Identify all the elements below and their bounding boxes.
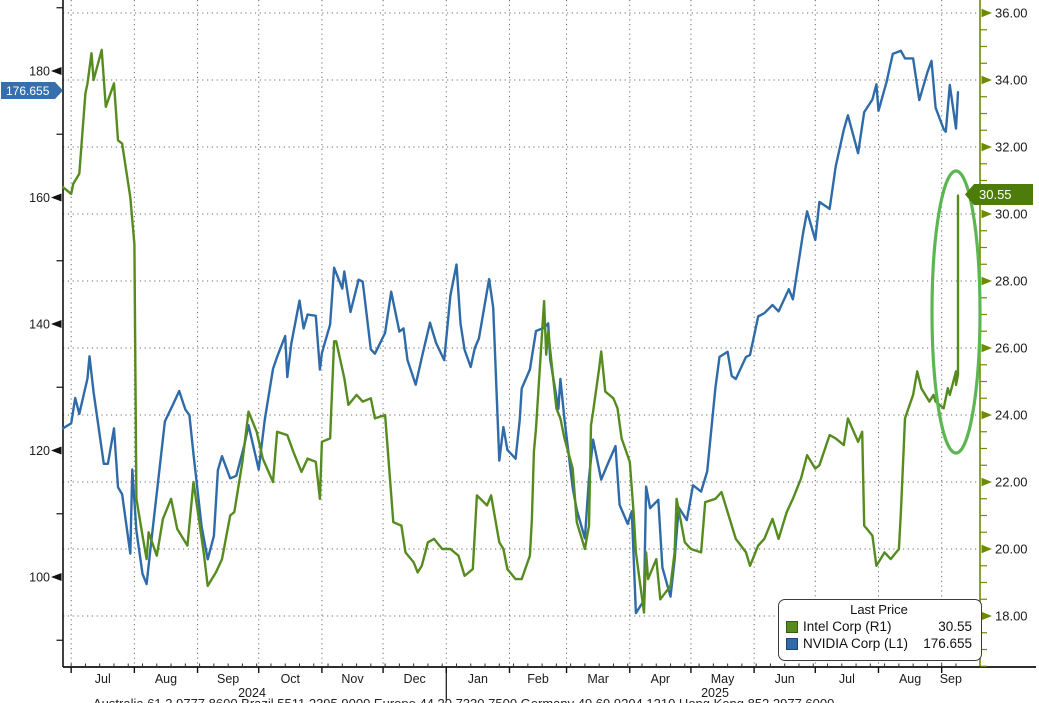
right-tick-label: 36.00 [995, 6, 1028, 21]
nvda-last-price-value: 176.655 [6, 83, 50, 98]
month-label: Apr [651, 672, 670, 686]
left-tick-arrow [51, 193, 62, 202]
month-label: May [711, 672, 735, 686]
year-label: 2025 [701, 686, 729, 700]
left-tick-arrow [51, 67, 62, 75]
right-tick-arrow [981, 8, 992, 18]
left-tick-label: 160 [29, 191, 50, 205]
right-tick-label: 20.00 [995, 542, 1028, 557]
legend[interactable]: Last Price Intel Corp (R1) 30.55 NVIDIA … [778, 599, 982, 661]
month-label: Aug [899, 672, 921, 686]
right-tick-arrow [981, 477, 992, 487]
right-tick-label: 26.00 [995, 341, 1028, 356]
month-label: Jan [468, 672, 488, 686]
month-label: Sep [217, 672, 239, 686]
legend-label-nvidia: NVIDIA Corp (L1) [803, 636, 909, 651]
right-tick-arrow [981, 410, 992, 420]
month-label: Mar [587, 672, 609, 686]
intc-last-price-value: 30.55 [979, 187, 1012, 202]
right-tick-arrow [981, 276, 992, 286]
left-tick-label: 140 [29, 318, 50, 332]
nvidia-swatch-icon [786, 637, 798, 650]
month-label: Sep [940, 672, 962, 686]
month-label: Aug [155, 672, 177, 686]
right-tick-arrow [981, 142, 992, 152]
left-tick-arrow [51, 573, 62, 581]
right-tick-label: 22.00 [995, 475, 1028, 490]
month-label: Oct [281, 672, 301, 686]
month-label: Jul [95, 672, 111, 686]
nvidia-series-line [61, 49, 960, 615]
right-tick-arrow [981, 611, 992, 621]
legend-row-intel: Intel Corp (R1) 30.55 [786, 618, 972, 635]
left-tick-label: 180 [29, 65, 50, 79]
month-label: Feb [527, 672, 549, 686]
right-tick-label: 24.00 [995, 408, 1028, 423]
month-label: Nov [341, 672, 364, 686]
left-tick-arrow [51, 446, 62, 455]
legend-label-intel: Intel Corp (R1) [803, 619, 892, 634]
right-tick-arrow [981, 75, 992, 85]
month-label: Dec [404, 672, 426, 686]
month-label: Jul [839, 672, 855, 686]
right-tick-label: 34.00 [995, 73, 1028, 88]
intel-swatch-icon [786, 620, 798, 633]
right-tick-arrow [981, 544, 992, 554]
legend-value-intel: 30.55 [938, 619, 972, 634]
right-tick-label: 32.00 [995, 140, 1028, 155]
right-tick-arrow [981, 209, 992, 219]
right-tick-arrow [981, 343, 992, 353]
legend-value-nvidia: 176.655 [923, 636, 972, 651]
intc-last-price-tag: 30.55 [965, 184, 1033, 205]
bloomberg-footer-clipped: Australia 61 2 9777 8600 Brazil 5511 239… [93, 697, 1039, 703]
left-tick-label: 100 [29, 571, 50, 585]
right-tick-label: 30.00 [995, 207, 1028, 222]
month-label: Jun [775, 672, 795, 686]
left-tick-arrow [51, 320, 62, 328]
intel-series-line [61, 48, 960, 614]
year-label: 2024 [238, 686, 266, 700]
right-tick-label: 18.00 [995, 609, 1028, 624]
highlight-ellipse [930, 169, 982, 455]
nvda-last-price-tag: 176.655 [1, 82, 63, 99]
right-tick-label: 28.00 [995, 274, 1028, 289]
left-tick-label: 120 [29, 444, 50, 458]
legend-title: Last Price [850, 602, 908, 617]
legend-row-nvidia: NVIDIA Corp (L1) 176.655 [786, 635, 972, 652]
